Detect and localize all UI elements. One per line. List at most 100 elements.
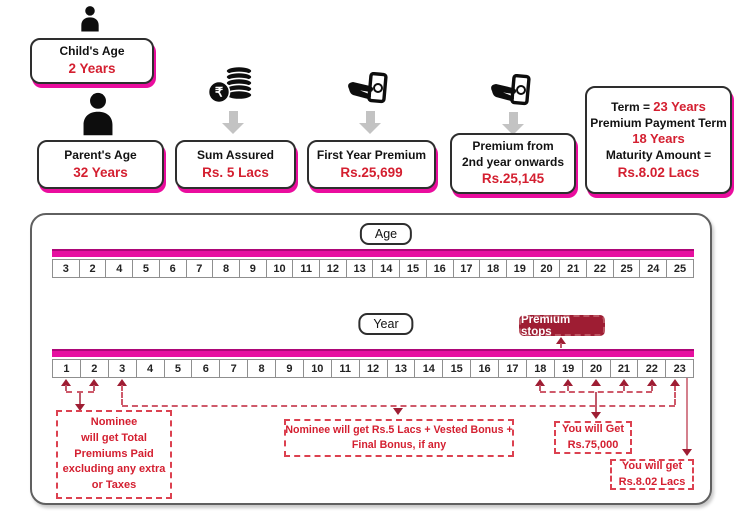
connector-stem [623,385,625,391]
age-cell: 14 [372,259,401,278]
note-line: will get Total [81,432,147,445]
connector-stem [595,392,597,413]
connector-stem [65,385,67,391]
age-cell: 5 [132,259,160,278]
age-cell: 11 [292,259,321,278]
arrow-up-icon [619,379,629,386]
arrow-up-icon [670,379,680,386]
age-cell: 7 [185,259,214,278]
connector-stem [567,385,569,391]
arrow-up-icon [117,379,127,386]
age-cell: 21 [559,259,588,278]
note-line: Premiums Paid [74,447,154,460]
child-age-label: Child's Age [59,44,125,59]
term-line: Term = 23 Years [611,99,706,116]
age-cell: 3 [52,259,80,278]
age-cell: 24 [639,259,668,278]
note-line: You will get [621,459,683,472]
age-cell: 16 [425,259,454,278]
premium-second-year-label1: Premium from [472,139,554,154]
connector-line [121,385,123,405]
age-cell: 8 [212,259,240,278]
age-cell: 13 [345,259,374,278]
connector-stem [651,385,653,391]
year-cell: 20 [581,359,611,378]
premium-second-year-value: Rs.25,145 [481,171,545,187]
term-value: 23 Years [653,98,706,114]
connector-stem [539,385,541,391]
you-get-75000-note: You will Get Rs.75,000 [554,421,632,454]
arrow-up-icon [535,379,545,386]
timeline-panel: Age 3 2 4 5 6 7 8 9 10 11 12 13 14 15 16 17 18 19 20 21 22 25… [30,213,712,505]
note-line: Final Bonus, if any [351,439,447,451]
note-line: excluding any extra [62,463,166,476]
arrow-down-icon [591,412,601,419]
year-cell: 12 [358,359,388,378]
year-cell: 9 [275,359,304,378]
year-cell: 5 [163,359,193,378]
year-cell: 1 [52,359,81,378]
age-cell: 12 [319,259,347,278]
age-row: 3 2 4 5 6 7 8 9 10 11 12 13 14 15 16 17 18 19 20 21 22 25 24 25 [52,259,694,278]
connector-line [686,378,688,450]
note-line: Nominee will get Rs.5 Lacs + Vested Bonu… [285,423,513,436]
age-cell: 6 [158,259,187,278]
maturity-value: Rs.8.02 Lacs [617,164,700,180]
year-pill: Year [358,313,414,335]
term-summary-box: Term = 23 Years Premium Payment Term 18 … [585,86,732,194]
connector-stem [79,392,81,405]
year-cell: 13 [386,359,416,378]
premium-second-year-label2: 2nd year onwards [461,154,565,169]
year-cell: 6 [191,359,221,378]
year-cell: 7 [219,359,249,378]
year-cell: 14 [414,359,444,378]
arrow-up-icon [591,379,601,386]
connector-stem [93,385,95,391]
year-cell: 17 [498,359,527,378]
year-cell: 21 [609,359,639,378]
hand-money-icon [344,72,392,110]
hand-money-icon [487,74,535,112]
year-cell: 16 [470,359,499,378]
age-pill: Age [359,223,413,245]
age-cell: 18 [479,259,507,278]
rupee-coins-icon: ₹ [206,64,258,108]
year-cell: 23 [665,359,695,378]
ppt-label: Premium Payment Term [590,115,727,130]
connector-line [122,405,675,407]
connector-line [674,385,676,405]
maturity-label: Maturity Amount = [605,148,712,163]
child-age-value: 2 Years [68,61,116,77]
age-cell: 19 [505,259,534,278]
age-cell: 20 [532,259,561,278]
age-cell: 25 [612,259,641,278]
svg-text:₹: ₹ [215,85,224,100]
age-cell: 10 [265,259,294,278]
note-line: Nominee [90,416,138,429]
year-cell: 15 [442,359,472,378]
year-cell: 3 [107,359,137,378]
age-cell: 17 [452,259,481,278]
arrow-up-icon [563,379,573,386]
parent-age-box: Parent's Age 32 Years [37,140,164,189]
child-age-box: Child's Age 2 Years [30,38,154,84]
first-year-premium-value: Rs.25,699 [340,164,403,180]
year-cell: 10 [302,359,332,378]
sum-assured-value: Rs. 5 Lacs [202,164,269,180]
age-cell: 15 [399,259,427,278]
year-row: 1 2 3 4 5 6 7 8 9 10 11 12 13 14 15 16 17 18 19 20 21 22 23 [52,359,695,378]
you-get-802-note: You will get Rs.8.02 Lacs [610,459,694,490]
sum-assured-box: Sum Assured Rs. 5 Lacs [175,140,296,189]
year-cell: 22 [637,359,667,378]
arrow-down-icon [393,408,403,415]
nominee-premiums-note: Nominee will get Total Premiums Paid exc… [56,410,172,499]
parent-person-icon [76,90,120,137]
parent-age-label: Parent's Age [64,147,137,162]
note-line: Rs.75,000 [567,438,619,451]
down-arrow-icon [222,111,244,134]
year-bar [52,349,694,357]
age-cell: 25 [666,259,694,278]
first-year-premium-box: First Year Premium Rs.25,699 [307,140,436,189]
premium-second-year-box: Premium from 2nd year onwards Rs.25,145 [450,133,576,194]
